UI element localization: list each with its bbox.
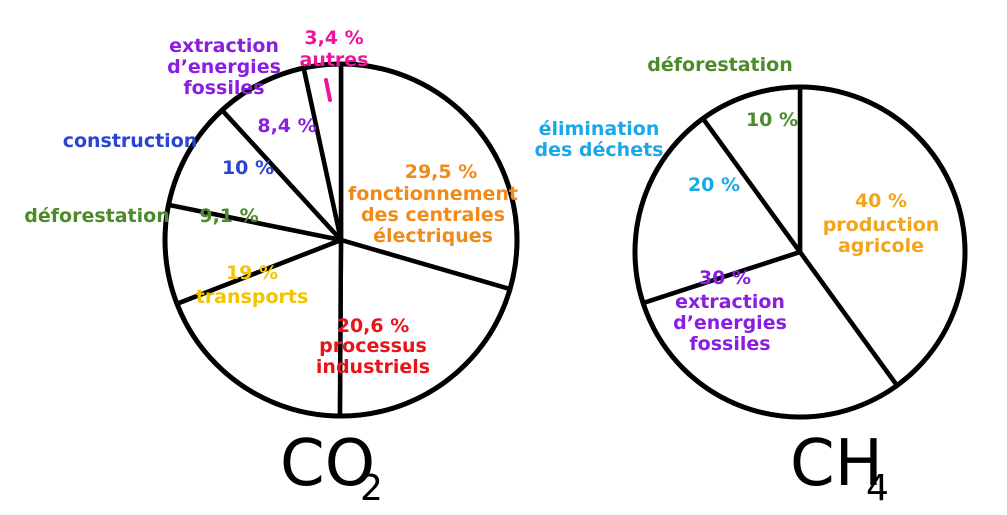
ch4-value-label-production: 40 % xyxy=(855,190,907,212)
ch4-chart-title-subscript: 4 xyxy=(866,468,889,509)
co2-value-label-deforestation: 9,1 % xyxy=(199,205,258,227)
co2-category-label-fonctionnement: fonctionnement des centrales électriques xyxy=(348,183,518,247)
co2-value-label-construction: 10 % xyxy=(222,157,274,179)
co2-value-label-transports: 19 % xyxy=(226,262,278,284)
co2-category-label-deforestation: déforestation xyxy=(24,205,169,227)
co2-chart-title-subscript: 2 xyxy=(360,468,383,509)
co2-autres-leader-line xyxy=(324,78,332,102)
ch4-pie-chart: 40 %production agricole 30 %extraction d’en… xyxy=(535,54,968,420)
co2-category-label-transports: transports xyxy=(196,286,309,308)
co2-category-label-processus: processus industriels xyxy=(316,335,430,378)
ch4-category-label-elimination: élimination des déchets xyxy=(535,118,664,161)
ch4-category-label-deforestation: déforestation xyxy=(647,54,792,76)
ch4-category-label-production: production agricole xyxy=(823,214,940,257)
ch4-value-label-extraction: 30 % xyxy=(699,267,751,289)
co2-category-label-autres: autres xyxy=(300,49,369,71)
ch4-value-label-deforestation: 10 % xyxy=(746,109,798,131)
ch4-category-label-extraction: extraction d’energies fossiles xyxy=(673,291,787,355)
co2-pie-outline xyxy=(162,61,520,419)
co2-category-label-construction: construction xyxy=(63,130,198,152)
co2-value-label-autres: 3,4 % xyxy=(304,27,363,49)
co2-category-label-extraction: extraction d’energies fossiles xyxy=(167,35,281,99)
ch4-chart-title: CH xyxy=(790,427,883,501)
co2-value-label-processus: 20,6 % xyxy=(337,315,410,337)
co2-pie-chart: 29,5 %fonctionnement des centrales électri… xyxy=(24,27,520,419)
ch4-pie-outline xyxy=(632,84,968,420)
ch4-value-label-elimination: 20 % xyxy=(688,174,740,196)
co2-value-label-fonctionnement: 29,5 % xyxy=(405,161,478,183)
co2-value-label-extraction: 8,4 % xyxy=(257,115,316,137)
co2-chart-title: CO xyxy=(280,427,375,501)
